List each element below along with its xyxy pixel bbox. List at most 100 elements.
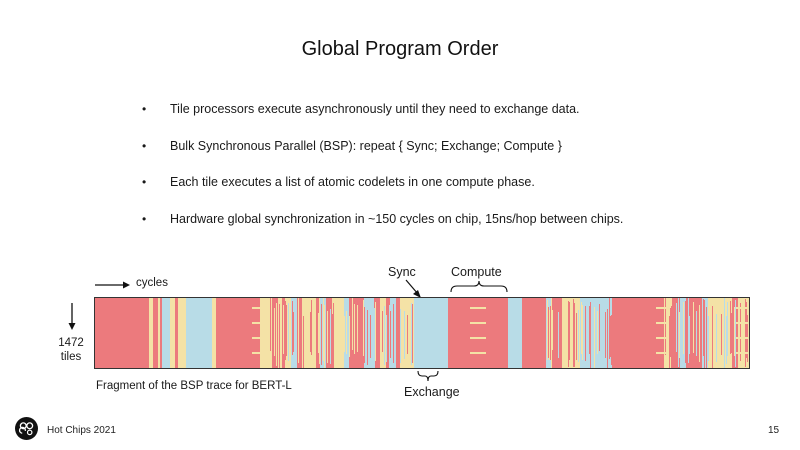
trace-stripe-exchange: [688, 297, 689, 363]
trace-phase-sync: [212, 297, 216, 369]
bullet-text: Tile processors execute asynchronously u…: [170, 102, 580, 116]
trace-stripe-sync: [693, 302, 694, 353]
trace-stripe-compute: [367, 310, 368, 365]
trace-stripe-exchange: [389, 305, 390, 368]
trace-stripe-exchange: [288, 303, 289, 361]
trace-stripe-exchange: [726, 316, 727, 364]
trace-stripe-sync: [713, 310, 714, 366]
trace-tick: [252, 307, 264, 309]
trace-phase-compute: [522, 297, 546, 369]
trace-stripe-compute: [746, 302, 747, 358]
trace-stripe-compute: [360, 304, 361, 360]
trace-stripe-compute: [599, 304, 600, 351]
trace-stripe-sync: [341, 306, 342, 351]
trace-stripe-sync: [547, 300, 548, 360]
trace-tick: [470, 337, 486, 339]
trace-stripe-compute: [390, 311, 391, 358]
trace-stripe-sync: [290, 313, 291, 360]
trace-stripe-sync: [335, 304, 336, 359]
trace-tick: [252, 337, 264, 339]
trace-stripe-sync: [346, 311, 347, 354]
trace-stripe-compute: [609, 298, 610, 359]
bullet-dot-icon: •: [142, 138, 147, 153]
trace-stripe-compute: [333, 303, 334, 369]
trace-tick: [470, 322, 486, 324]
trace-stripe-exchange: [735, 300, 736, 367]
trace-stripe-exchange: [716, 314, 717, 362]
bullet-text: Hardware global synchronization in ~150 …: [170, 211, 624, 226]
trace-phase-compute: [94, 297, 149, 369]
footer-event-label: Hot Chips 2021: [47, 425, 116, 436]
trace-stripe-sync: [323, 298, 324, 361]
trace-stripe-compute: [685, 301, 686, 363]
trace-stripe-compute: [303, 316, 304, 369]
tiles-count-label: 1472: [58, 337, 84, 349]
trace-stripe-sync: [597, 311, 598, 354]
sync-arrow-icon: [405, 279, 421, 298]
trace-stripe-compute: [397, 308, 398, 367]
trace-stripe-compute: [701, 300, 702, 364]
trace-stripe-exchange: [689, 316, 690, 354]
trace-border: [94, 297, 750, 369]
trace-phase-exchange: [508, 297, 522, 369]
trace-stripe-sync: [327, 311, 328, 363]
trace-stripe-compute: [293, 312, 294, 352]
trace-stripe-compute: [589, 306, 590, 354]
trace-stripe-exchange: [365, 307, 366, 369]
trace-phase-sync: [180, 297, 186, 369]
trace-stripe-compute: [286, 305, 287, 356]
trace-phase-compute: [552, 297, 562, 369]
trace-stripe-compute: [568, 301, 569, 367]
slide-title: Global Program Order: [301, 38, 499, 60]
bsp-trace: [94, 297, 750, 369]
trace-phase-compute: [175, 297, 178, 369]
compute-brace-icon: [450, 280, 508, 293]
trace-stripe-sync: [699, 305, 700, 362]
trace-stripe-sync: [298, 297, 299, 363]
trace-tick: [470, 307, 486, 309]
trace-stripe-sync: [668, 297, 669, 369]
trace-tick: [736, 322, 748, 324]
compute-label: Compute: [451, 265, 502, 279]
trace-phase-compute: [297, 297, 302, 369]
trace-stripe-compute: [712, 306, 713, 368]
trace-stripe-sync: [308, 314, 309, 358]
trace-stripe-sync: [268, 300, 269, 358]
trace-stripe-exchange: [386, 315, 387, 362]
trace-stripe-compute: [275, 316, 276, 361]
trace-phase-sync: [708, 297, 732, 369]
sync-label: Sync: [388, 265, 416, 279]
trace-stripe-sync: [283, 305, 284, 354]
trace-stripe-compute: [573, 299, 574, 367]
trace-stripe-compute: [370, 315, 371, 358]
bullet-dot-icon: •: [142, 211, 147, 226]
trace-stripe-compute: [310, 312, 311, 352]
trace-tick: [252, 322, 264, 324]
trace-stripe-exchange: [404, 311, 405, 359]
trace-stripe-compute: [576, 313, 577, 360]
trace-stripe-compute: [611, 315, 612, 365]
trace-stripe-sync: [402, 308, 403, 367]
trace-stripe-compute: [561, 303, 562, 357]
trace-stripe-exchange: [558, 312, 559, 358]
trace-stripe-compute: [671, 306, 672, 368]
trace-phase-sync: [170, 297, 175, 369]
cycles-label: cycles: [136, 277, 168, 289]
trace-stripe-sync: [349, 316, 350, 357]
bullet-item: • Hardware global synchronization in ~150…: [140, 210, 760, 228]
trace-stripe-sync: [571, 315, 572, 368]
trace-stripe-compute: [740, 303, 741, 361]
cycles-arrow-icon: [95, 281, 130, 289]
trace-phase-compute: [386, 297, 390, 369]
trace-stripe-exchange: [400, 309, 401, 363]
trace-phase-compute: [160, 297, 162, 369]
trace-stripe-sync: [381, 301, 382, 362]
bullet-dot-icon: •: [142, 175, 147, 189]
trace-tick: [736, 337, 748, 339]
bullet-item: • Each tile executes a list of atomic cod…: [140, 173, 760, 191]
trace-stripe-sync: [357, 305, 358, 352]
trace-stripe-sync: [276, 303, 277, 366]
trace-stripe-sync: [380, 308, 381, 351]
trace-stripe-sync: [324, 305, 325, 369]
